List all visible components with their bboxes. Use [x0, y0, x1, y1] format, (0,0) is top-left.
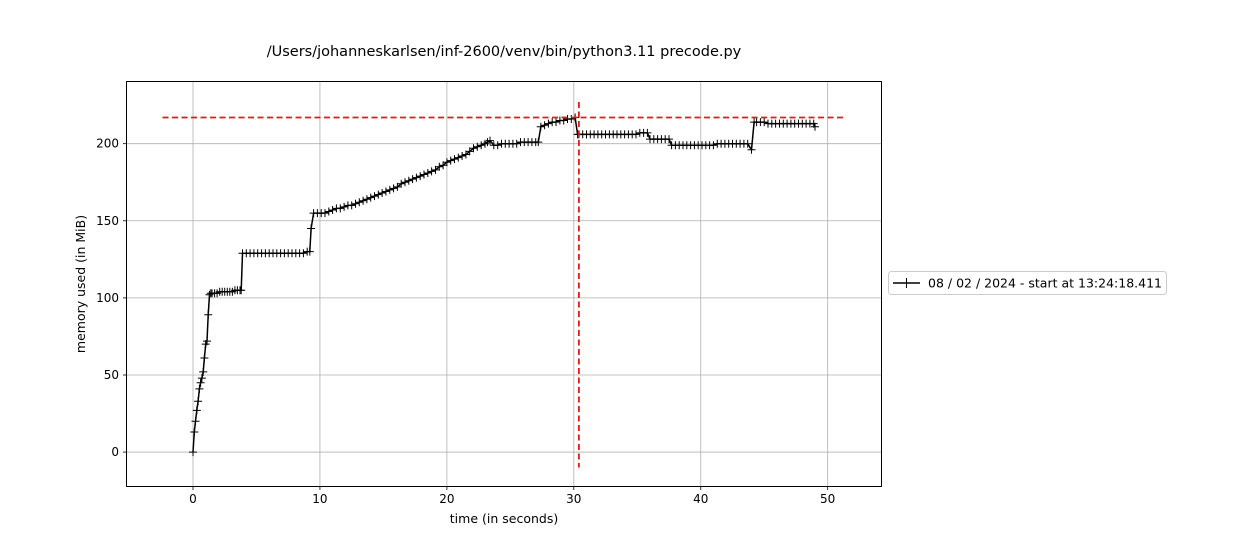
- legend-series-label: 08 / 02 / 2024 - start at 13:24:18.411: [928, 276, 1162, 291]
- data-point-marker: [408, 175, 417, 184]
- data-point-marker: [340, 202, 349, 211]
- y-tick-label: 0: [111, 445, 119, 459]
- data-point-marker: [381, 187, 390, 196]
- x-tick-label: 40: [693, 492, 708, 506]
- data-point-marker: [486, 136, 494, 145]
- x-tick-label: 10: [312, 492, 327, 506]
- y-tick-label: 50: [104, 368, 119, 382]
- data-point-marker: [378, 189, 387, 197]
- data-point-marker: [197, 374, 206, 383]
- x-tick-label: 30: [566, 492, 581, 506]
- legend-box: [888, 271, 1167, 295]
- data-point-marker: [324, 207, 333, 216]
- series-line: [192, 116, 816, 453]
- data-point-marker: [632, 130, 640, 139]
- data-point-marker: [760, 118, 769, 127]
- plot-area: [162, 102, 846, 468]
- data-point-marker: [450, 155, 459, 164]
- data-point-marker: [454, 153, 463, 162]
- data-point-marker: [199, 367, 208, 376]
- data-point-marker: [397, 179, 406, 188]
- data-point-marker: [401, 178, 409, 187]
- axes-frame: [126, 81, 882, 487]
- x-tick-label: 50: [820, 492, 835, 506]
- data-point-marker: [643, 128, 652, 137]
- data-point-marker: [534, 138, 543, 147]
- data-point-marker: [567, 115, 576, 123]
- data-point-marker: [204, 310, 213, 319]
- data-point-marker: [189, 448, 197, 457]
- data-point-marker: [347, 201, 356, 210]
- data-point-marker: [420, 170, 428, 179]
- data-point-marker: [192, 406, 201, 415]
- data-point-marker: [709, 141, 718, 150]
- data-point-marker: [665, 135, 673, 144]
- data-point-marker: [194, 397, 203, 406]
- data-point-marker: [385, 185, 394, 194]
- grid-lines: [127, 82, 881, 486]
- data-point-marker: [359, 196, 368, 205]
- data-point-marker: [190, 428, 199, 436]
- data-point-marker: [811, 122, 819, 131]
- data-point-marker: [196, 378, 205, 387]
- data-point-marker: [423, 169, 432, 177]
- data-point-marker: [200, 354, 209, 362]
- data-point-marker: [458, 152, 467, 160]
- data-point-marker: [374, 190, 383, 199]
- data-point-marker: [747, 145, 756, 154]
- data-point-marker: [370, 192, 379, 201]
- legend: 08 / 02 / 2024 - start at 13:24:18.411: [888, 271, 1167, 295]
- data-point-marker: [493, 141, 502, 150]
- data-point-marker: [307, 224, 316, 233]
- data-point-marker: [362, 195, 371, 204]
- data-point-marker: [536, 122, 545, 131]
- data-point-marker: [473, 142, 482, 151]
- data-point-marker: [321, 209, 329, 218]
- data-point-marker: [446, 156, 455, 165]
- data-point-marker: [328, 206, 337, 214]
- y-axis-label: memory used (in MiB): [73, 215, 88, 353]
- data-point-marker: [477, 141, 486, 150]
- data-point-marker: [435, 162, 444, 171]
- data-point-marker: [469, 144, 478, 153]
- data-point-marker: [442, 158, 451, 167]
- data-point-marker: [351, 199, 360, 208]
- x-tick-label: 0: [189, 492, 197, 506]
- data-point-marker: [540, 121, 549, 130]
- x-tick-label: 20: [439, 492, 454, 506]
- y-tick-label: 200: [96, 137, 119, 151]
- data-point-marker: [355, 198, 364, 207]
- data-point-marker: [412, 173, 421, 182]
- data-point-marker: [195, 384, 204, 393]
- data-point-marker: [743, 139, 752, 148]
- data-point-marker: [203, 337, 211, 346]
- chart-title: /Users/johanneskarlsen/inf-2600/venv/bin…: [267, 44, 742, 60]
- data-point-marker: [404, 176, 413, 185]
- data-point-marker: [336, 204, 345, 213]
- data-point-marker: [544, 119, 553, 128]
- x-axis-label: time (in seconds): [450, 511, 558, 526]
- data-point-marker: [305, 247, 314, 256]
- y-tick-label: 150: [96, 214, 119, 228]
- data-point-marker: [299, 249, 308, 258]
- legend-marker-plus: [901, 278, 912, 288]
- data-point-marker: [416, 172, 425, 181]
- data-point-marker: [191, 417, 200, 426]
- y-tick-label: 100: [96, 291, 119, 305]
- data-point-marker: [237, 286, 246, 295]
- data-point-marker: [389, 184, 398, 193]
- data-point-marker: [366, 193, 375, 202]
- data-point-marker: [512, 139, 521, 148]
- data-point-marker: [427, 167, 436, 176]
- axis-ticks: 0 10 20 30 40 50 0 50 100 150 200: [96, 137, 835, 506]
- data-point-marker: [552, 118, 560, 127]
